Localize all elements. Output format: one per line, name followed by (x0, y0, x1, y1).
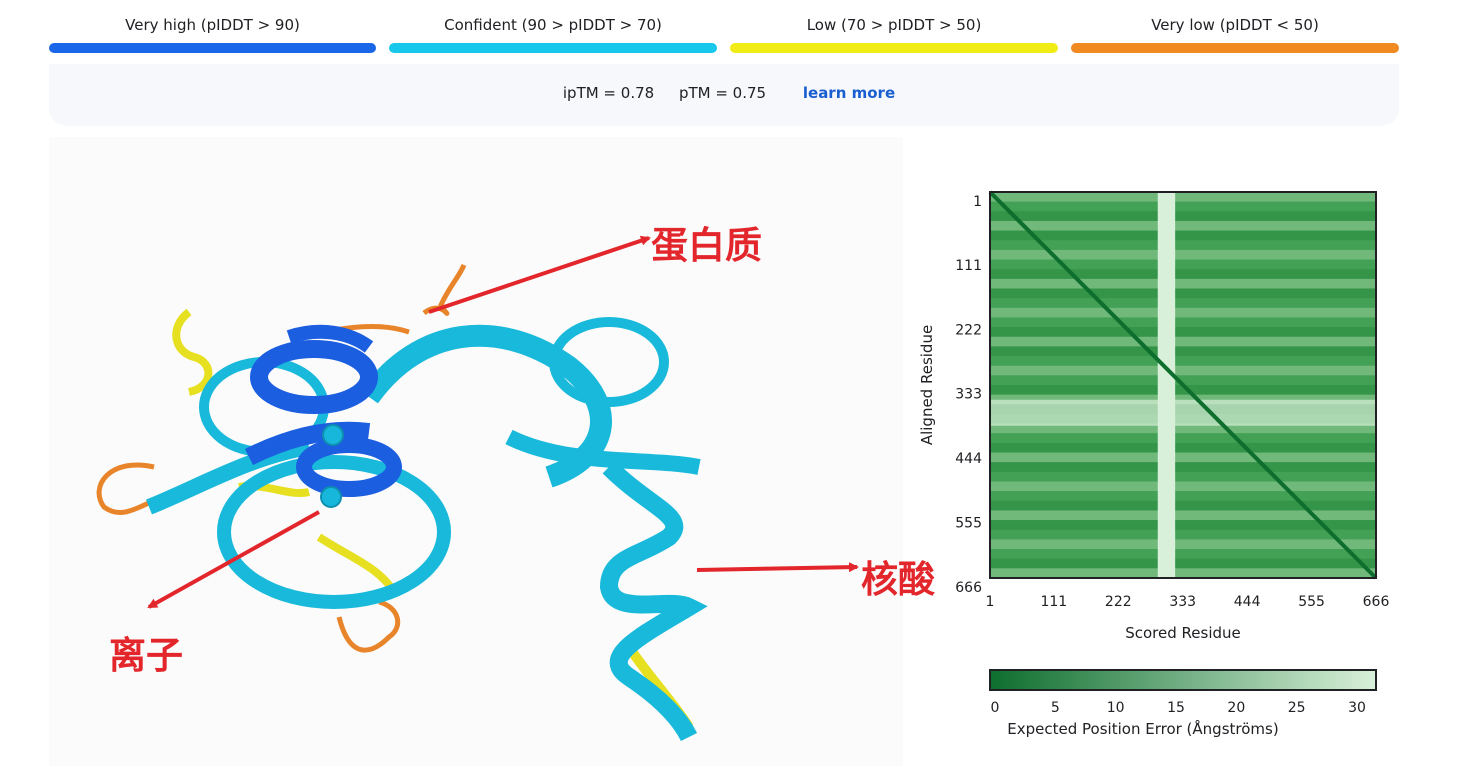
y-tick-label: 222 (955, 322, 982, 338)
pae-row-band (990, 442, 1376, 453)
pae-row-band (990, 452, 1376, 463)
pae-row-band (990, 385, 1376, 395)
pae-band-row (990, 399, 1376, 426)
annotation-protein: 蛋白质 (651, 224, 762, 267)
pae-band-column (1157, 192, 1176, 578)
pae-row-band (990, 568, 1376, 578)
legend-label-very-low: Very low (pIDDT < 50) (1151, 16, 1319, 34)
colorbar-tick-label: 0 (991, 700, 1000, 716)
pae-row-band (990, 201, 1376, 212)
pae-row-band (990, 356, 1376, 366)
colorbar-tick-label: 10 (1107, 700, 1125, 716)
confidence-scores-panel: ipTM = 0.78 pTM = 0.75 learn more (49, 64, 1399, 126)
colorbar-tick-label: 15 (1167, 700, 1185, 716)
pae-row-band (990, 500, 1376, 511)
legend-very-low: Very low (pIDDT < 50) (1071, 0, 1399, 56)
pae-row-band (990, 192, 1376, 202)
legend-bar-low (730, 43, 1058, 53)
legend-label-low: Low (70 > pIDDT > 50) (806, 16, 982, 34)
pae-svg[interactable]: 1 111 222 333 444 555 6661111222333444555666Sc… (905, 150, 1459, 766)
y-tick-label: 444 (955, 451, 982, 467)
pae-row-band (990, 471, 1376, 482)
x-tick-label: 222 (1105, 594, 1132, 610)
pae-row-band (990, 510, 1376, 521)
x-tick-label: 666 (1363, 594, 1390, 610)
legend-bar-confident (389, 43, 717, 53)
pae-row-band (990, 211, 1376, 221)
plddt-legend: Very high (pIDDT > 90) Confident (90 > p… (49, 0, 1399, 56)
x-axis-title: Scored Residue (1125, 624, 1241, 642)
x-tick-label: 1 (986, 594, 995, 610)
pae-row-band (990, 539, 1376, 550)
y-tick-label: 666 (955, 580, 982, 596)
structure-render[interactable] (49, 137, 903, 766)
pae-row-band (990, 491, 1376, 501)
x-tick-label: 111 (1040, 594, 1067, 610)
pae-chart[interactable]: 1 111 222 333 444 555 666 1 111 222 333 444 555 666 Sc… (905, 150, 1459, 766)
y-tick-label: 555 (955, 516, 982, 532)
y-tick-label: 333 (955, 387, 982, 403)
pae-row-band (990, 278, 1376, 289)
pae-row-band (990, 423, 1376, 434)
legend-label-very-high: Very high (pIDDT > 90) (125, 16, 300, 34)
annotation-nucleic-acid: 核酸 (861, 558, 935, 601)
structure-viewer[interactable]: 蛋白质 核酸 离子 (49, 137, 935, 766)
pae-row-band (990, 336, 1376, 347)
pae-row-band (990, 481, 1376, 492)
annotation-ion: 离子 (109, 634, 183, 677)
colorbar-tick-label: 20 (1227, 700, 1245, 716)
legend-label-confident: Confident (90 > pIDDT > 70) (444, 16, 662, 34)
legend-very-high: Very high (pIDDT > 90) (49, 0, 376, 56)
pae-row-band (990, 288, 1376, 299)
pae-row-band (990, 462, 1376, 472)
pae-row-band (990, 220, 1376, 231)
pae-row-band (990, 365, 1376, 376)
ptm-score: pTM = 0.75 (678, 84, 767, 102)
pae-row-band (990, 433, 1376, 443)
pae-row-band (990, 230, 1376, 241)
pae-row-band (990, 394, 1376, 405)
legend-low: Low (70 > pIDDT > 50) (730, 0, 1058, 56)
pae-row-band (990, 529, 1376, 540)
pae-row-band (990, 520, 1376, 530)
x-tick-label: 333 (1169, 594, 1196, 610)
pae-row-band (990, 346, 1376, 357)
colorbar (989, 669, 1377, 691)
legend-bar-very-low (1071, 43, 1399, 53)
y-axis-title: Aligned Residue (918, 325, 936, 445)
pae-row-band (990, 240, 1376, 250)
colorbar-tick-label: 5 (1051, 700, 1060, 716)
pae-row-band (990, 549, 1376, 559)
colorbar-tick-label: 30 (1348, 700, 1366, 716)
pae-row-band (990, 558, 1376, 569)
colorbar-tick-label: 25 (1288, 700, 1306, 716)
pae-row-band (990, 375, 1376, 385)
pae-row-band (990, 327, 1376, 337)
pae-row-band (990, 269, 1376, 279)
legend-confident: Confident (90 > pIDDT > 70) (389, 0, 717, 56)
y-tick-label: 111 (955, 258, 982, 274)
pae-row-band (990, 298, 1376, 308)
learn-more-link[interactable]: learn more (802, 84, 896, 102)
pae-frame (989, 191, 1377, 579)
legend-bar-very-high (49, 43, 376, 53)
pae-row-band (990, 307, 1376, 318)
pae-diagonal (988, 190, 1378, 580)
pae-row-band (990, 259, 1376, 270)
x-tick-label: 555 (1298, 594, 1325, 610)
colorbar-title: Expected Position Error (Ångströms) (1007, 719, 1278, 738)
x-tick-label: 444 (1234, 594, 1261, 610)
pae-row-band (990, 317, 1376, 328)
iptm-score: ipTM = 0.78 (562, 84, 655, 102)
y-tick-label: 1 (973, 194, 982, 210)
pae-row-band (990, 249, 1376, 260)
